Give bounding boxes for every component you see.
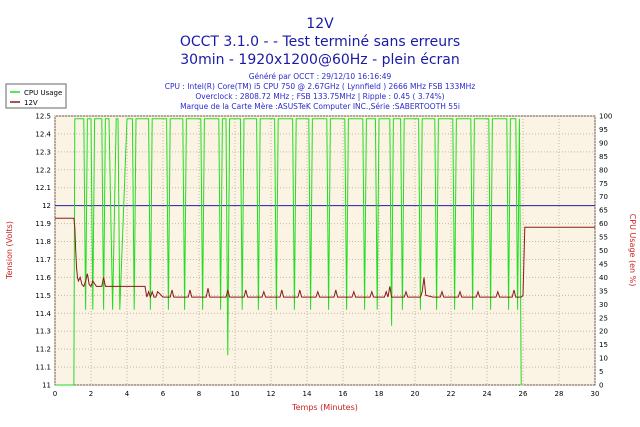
y-tick-label: 12.4 — [35, 130, 51, 138]
y-tick-label: 11.4 — [35, 310, 51, 318]
y-tick-label: 12.1 — [35, 184, 51, 192]
y2-tick-label: 15 — [599, 341, 608, 349]
series-12v-line — [55, 217, 595, 299]
y2-tick-label: 100 — [599, 113, 612, 121]
x-tick-label: 10 — [231, 390, 240, 398]
x-tick-label: 12 — [267, 390, 276, 398]
x-tick-label: 4 — [125, 390, 130, 398]
x-tick-label: 16 — [339, 390, 348, 398]
y-tick-label: 12.2 — [35, 166, 51, 174]
x-tick-label: 30 — [591, 390, 600, 398]
info-cpu: CPU : Intel(R) Core(TM) i5 CPU 750 @ 2.6… — [164, 82, 476, 91]
legend: CPU Usage 12V — [5, 83, 67, 109]
info-overclock: Overclock : 2808.72 MHz ; FSB 133.75MHz … — [195, 92, 445, 101]
y2-tick-label: 60 — [599, 220, 608, 228]
y-tick-label: 11.3 — [35, 328, 51, 336]
y2-tick-label: 30 — [599, 301, 608, 309]
chart-title: 12V — [306, 16, 334, 32]
y-tick-label: 11.7 — [35, 256, 51, 264]
y2-tick-label: 80 — [599, 166, 608, 174]
y2-tick-label: 45 — [599, 260, 608, 268]
y-tick-label: 11.6 — [35, 274, 51, 282]
chart-subtitle-app: OCCT 3.1.0 - - Test terminé sans erreurs — [179, 34, 461, 50]
y2-tick-label: 70 — [599, 193, 608, 201]
y-tick-label: 11.2 — [35, 346, 51, 354]
chart-subtitle-settings: 30min - 1920x1200@60Hz - plein écran — [180, 52, 460, 68]
y-tick-label: 11 — [42, 382, 51, 390]
y2-tick-label: 5 — [599, 368, 603, 376]
y2-tick-label: 90 — [599, 139, 608, 147]
series-cpu-usage-line — [55, 118, 523, 386]
axis-ticks: 0 2 4 6 8 10 12 14 16 18 20 22 24 26 28 301111.111.211.… — [35, 113, 612, 399]
y2-tick-label: 40 — [599, 274, 608, 282]
y2-tick-label: 0 — [599, 382, 603, 390]
x-tick-label: 6 — [161, 390, 166, 398]
y-tick-label: 11.8 — [35, 238, 51, 246]
x-tick-label: 2 — [89, 390, 93, 398]
x-tick-label: 22 — [447, 390, 456, 398]
y2-axis-label: CPU Usage (en %) — [628, 214, 637, 287]
y2-tick-label: 55 — [599, 234, 608, 242]
x-tick-label: 20 — [411, 390, 420, 398]
y2-tick-label: 75 — [599, 180, 608, 188]
y2-tick-label: 50 — [599, 247, 608, 255]
y2-tick-label: 25 — [599, 314, 608, 322]
x-tick-label: 14 — [303, 390, 312, 398]
x-tick-label: 26 — [519, 390, 528, 398]
info-generated: Généré par OCCT : 29/12/10 16:16:49 — [248, 72, 392, 81]
y-tick-label: 11.9 — [35, 220, 51, 228]
plot-area — [54, 115, 596, 386]
y-axis-label: Tension (Volts) — [5, 221, 14, 280]
legend-label-cpu-usage: CPU Usage — [24, 89, 62, 97]
y2-tick-label: 65 — [599, 207, 608, 215]
y-tick-label: 11.1 — [35, 364, 51, 372]
legend-label-12v: 12V — [24, 99, 38, 107]
x-tick-label: 0 — [53, 390, 57, 398]
y2-tick-label: 85 — [599, 153, 608, 161]
grid — [54, 115, 596, 386]
y2-tick-label: 35 — [599, 287, 608, 295]
x-tick-label: 24 — [483, 390, 492, 398]
x-tick-label: 18 — [375, 390, 384, 398]
info-motherboard: Marque de la Carte Mère :ASUSTeK Compute… — [180, 102, 460, 111]
legend-box — [5, 83, 67, 109]
y2-tick-label: 20 — [599, 328, 608, 336]
x-tick-label: 8 — [197, 390, 201, 398]
y-tick-label: 12 — [42, 202, 51, 210]
y2-tick-label: 95 — [599, 126, 608, 134]
x-tick-label: 28 — [555, 390, 564, 398]
y-tick-label: 11.5 — [35, 292, 51, 300]
y-tick-label: 12.3 — [35, 148, 51, 156]
x-axis-label: Temps (Minutes) — [291, 403, 358, 412]
y2-tick-label: 10 — [599, 355, 608, 363]
y-tick-label: 12.5 — [35, 113, 51, 121]
